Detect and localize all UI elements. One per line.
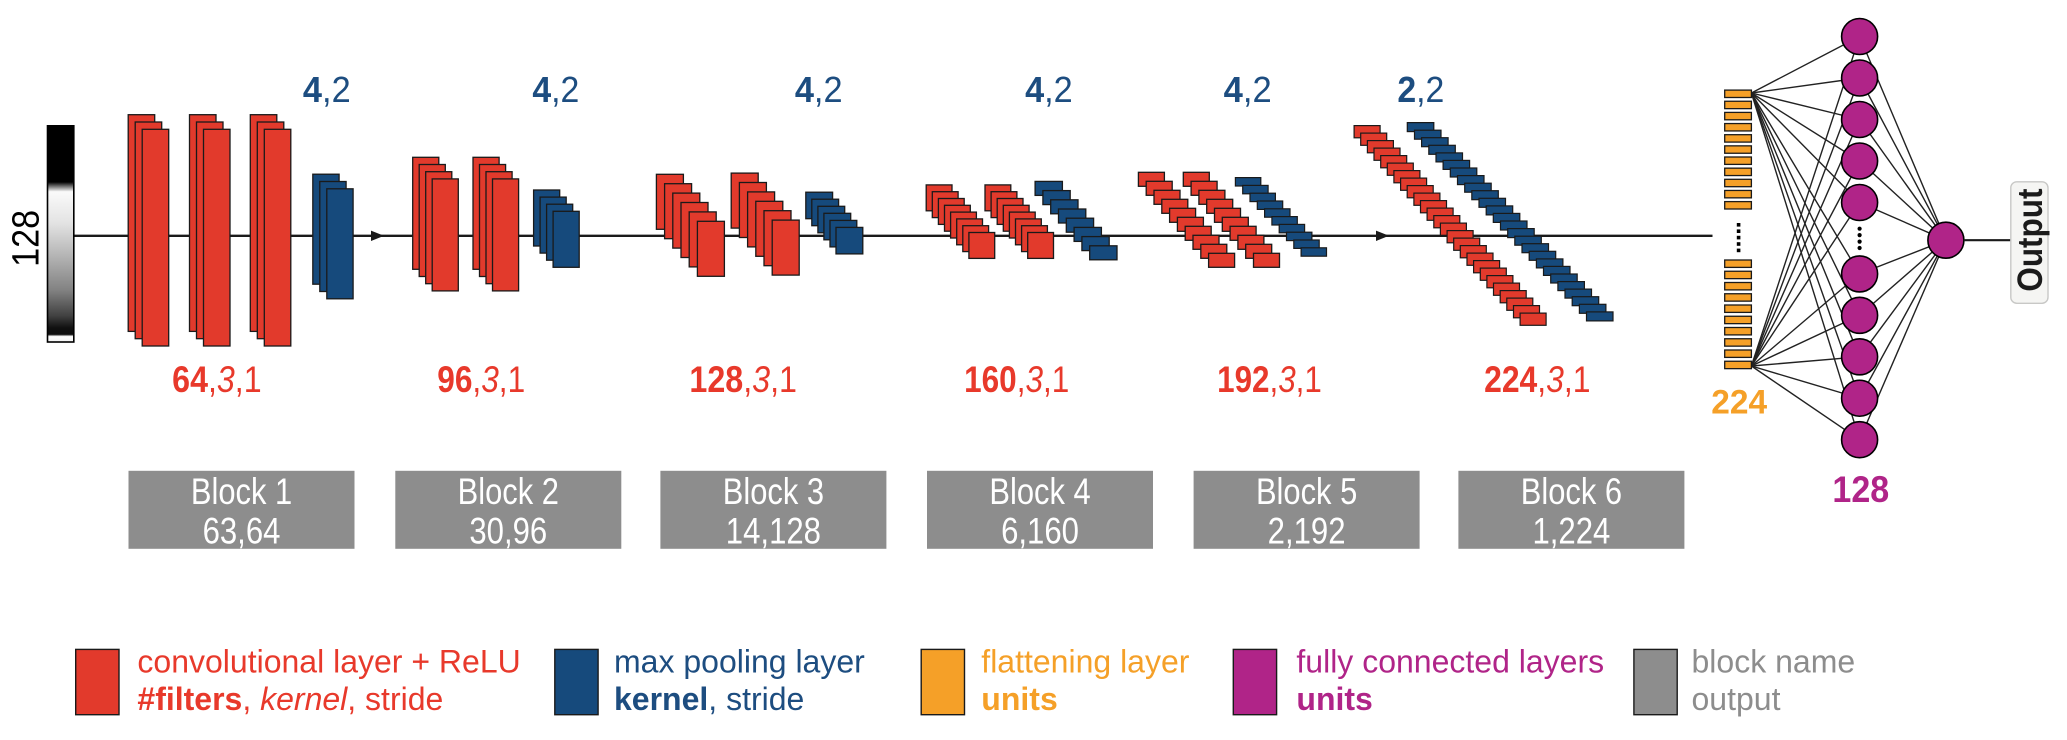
svg-text:units: units [1296,681,1372,717]
svg-text:kernel, stride: kernel, stride [614,681,804,717]
svg-text:224: 224 [1711,383,1767,422]
svg-text:63,64: 63,64 [203,511,281,552]
svg-text:1,224: 1,224 [1532,511,1610,552]
svg-text:flattening layer: flattening layer [981,643,1189,679]
svg-text:convolutional layer + ReLU: convolutional layer + ReLU [137,643,520,679]
svg-text:Block 6: Block 6 [1521,471,1622,512]
svg-text:Block 5: Block 5 [1256,471,1357,512]
svg-text:6,160: 6,160 [1001,511,1079,552]
svg-text:Output: Output [2012,189,2051,292]
svg-text:2,192: 2,192 [1268,511,1346,552]
svg-text:Block 4: Block 4 [989,471,1090,512]
svg-text:192,3,1: 192,3,1 [1217,359,1322,400]
svg-text:160,3,1: 160,3,1 [964,360,1069,401]
svg-text:128,3,1: 128,3,1 [689,359,797,401]
svg-text:block name: block name [1692,643,1856,679]
svg-text:max pooling layer: max pooling layer [614,643,865,679]
svg-text:fully connected layers: fully connected layers [1296,643,1604,679]
svg-text:Block 3: Block 3 [723,471,824,512]
svg-text:4,2: 4,2 [1224,69,1272,110]
svg-text:4,2: 4,2 [795,69,843,110]
svg-text:#filters, kernel, stride: #filters, kernel, stride [137,681,443,717]
svg-text:96,3,1: 96,3,1 [437,360,525,401]
svg-text:Block 1: Block 1 [191,471,292,512]
svg-text:4,2: 4,2 [303,69,351,110]
svg-text:output: output [1692,681,1781,717]
svg-text:224,3,1: 224,3,1 [1484,359,1590,401]
svg-text:30,96: 30,96 [469,511,547,552]
svg-text:128: 128 [1832,469,1889,511]
svg-text:4,2: 4,2 [532,70,579,110]
svg-text:Block 2: Block 2 [458,471,559,512]
svg-text:4,2: 4,2 [1025,69,1073,110]
svg-text:128: 128 [4,210,47,267]
svg-text:units: units [981,681,1057,717]
svg-text:64,3,1: 64,3,1 [172,359,261,401]
svg-text:2,2: 2,2 [1397,70,1444,110]
svg-text:14,128: 14,128 [726,511,821,552]
